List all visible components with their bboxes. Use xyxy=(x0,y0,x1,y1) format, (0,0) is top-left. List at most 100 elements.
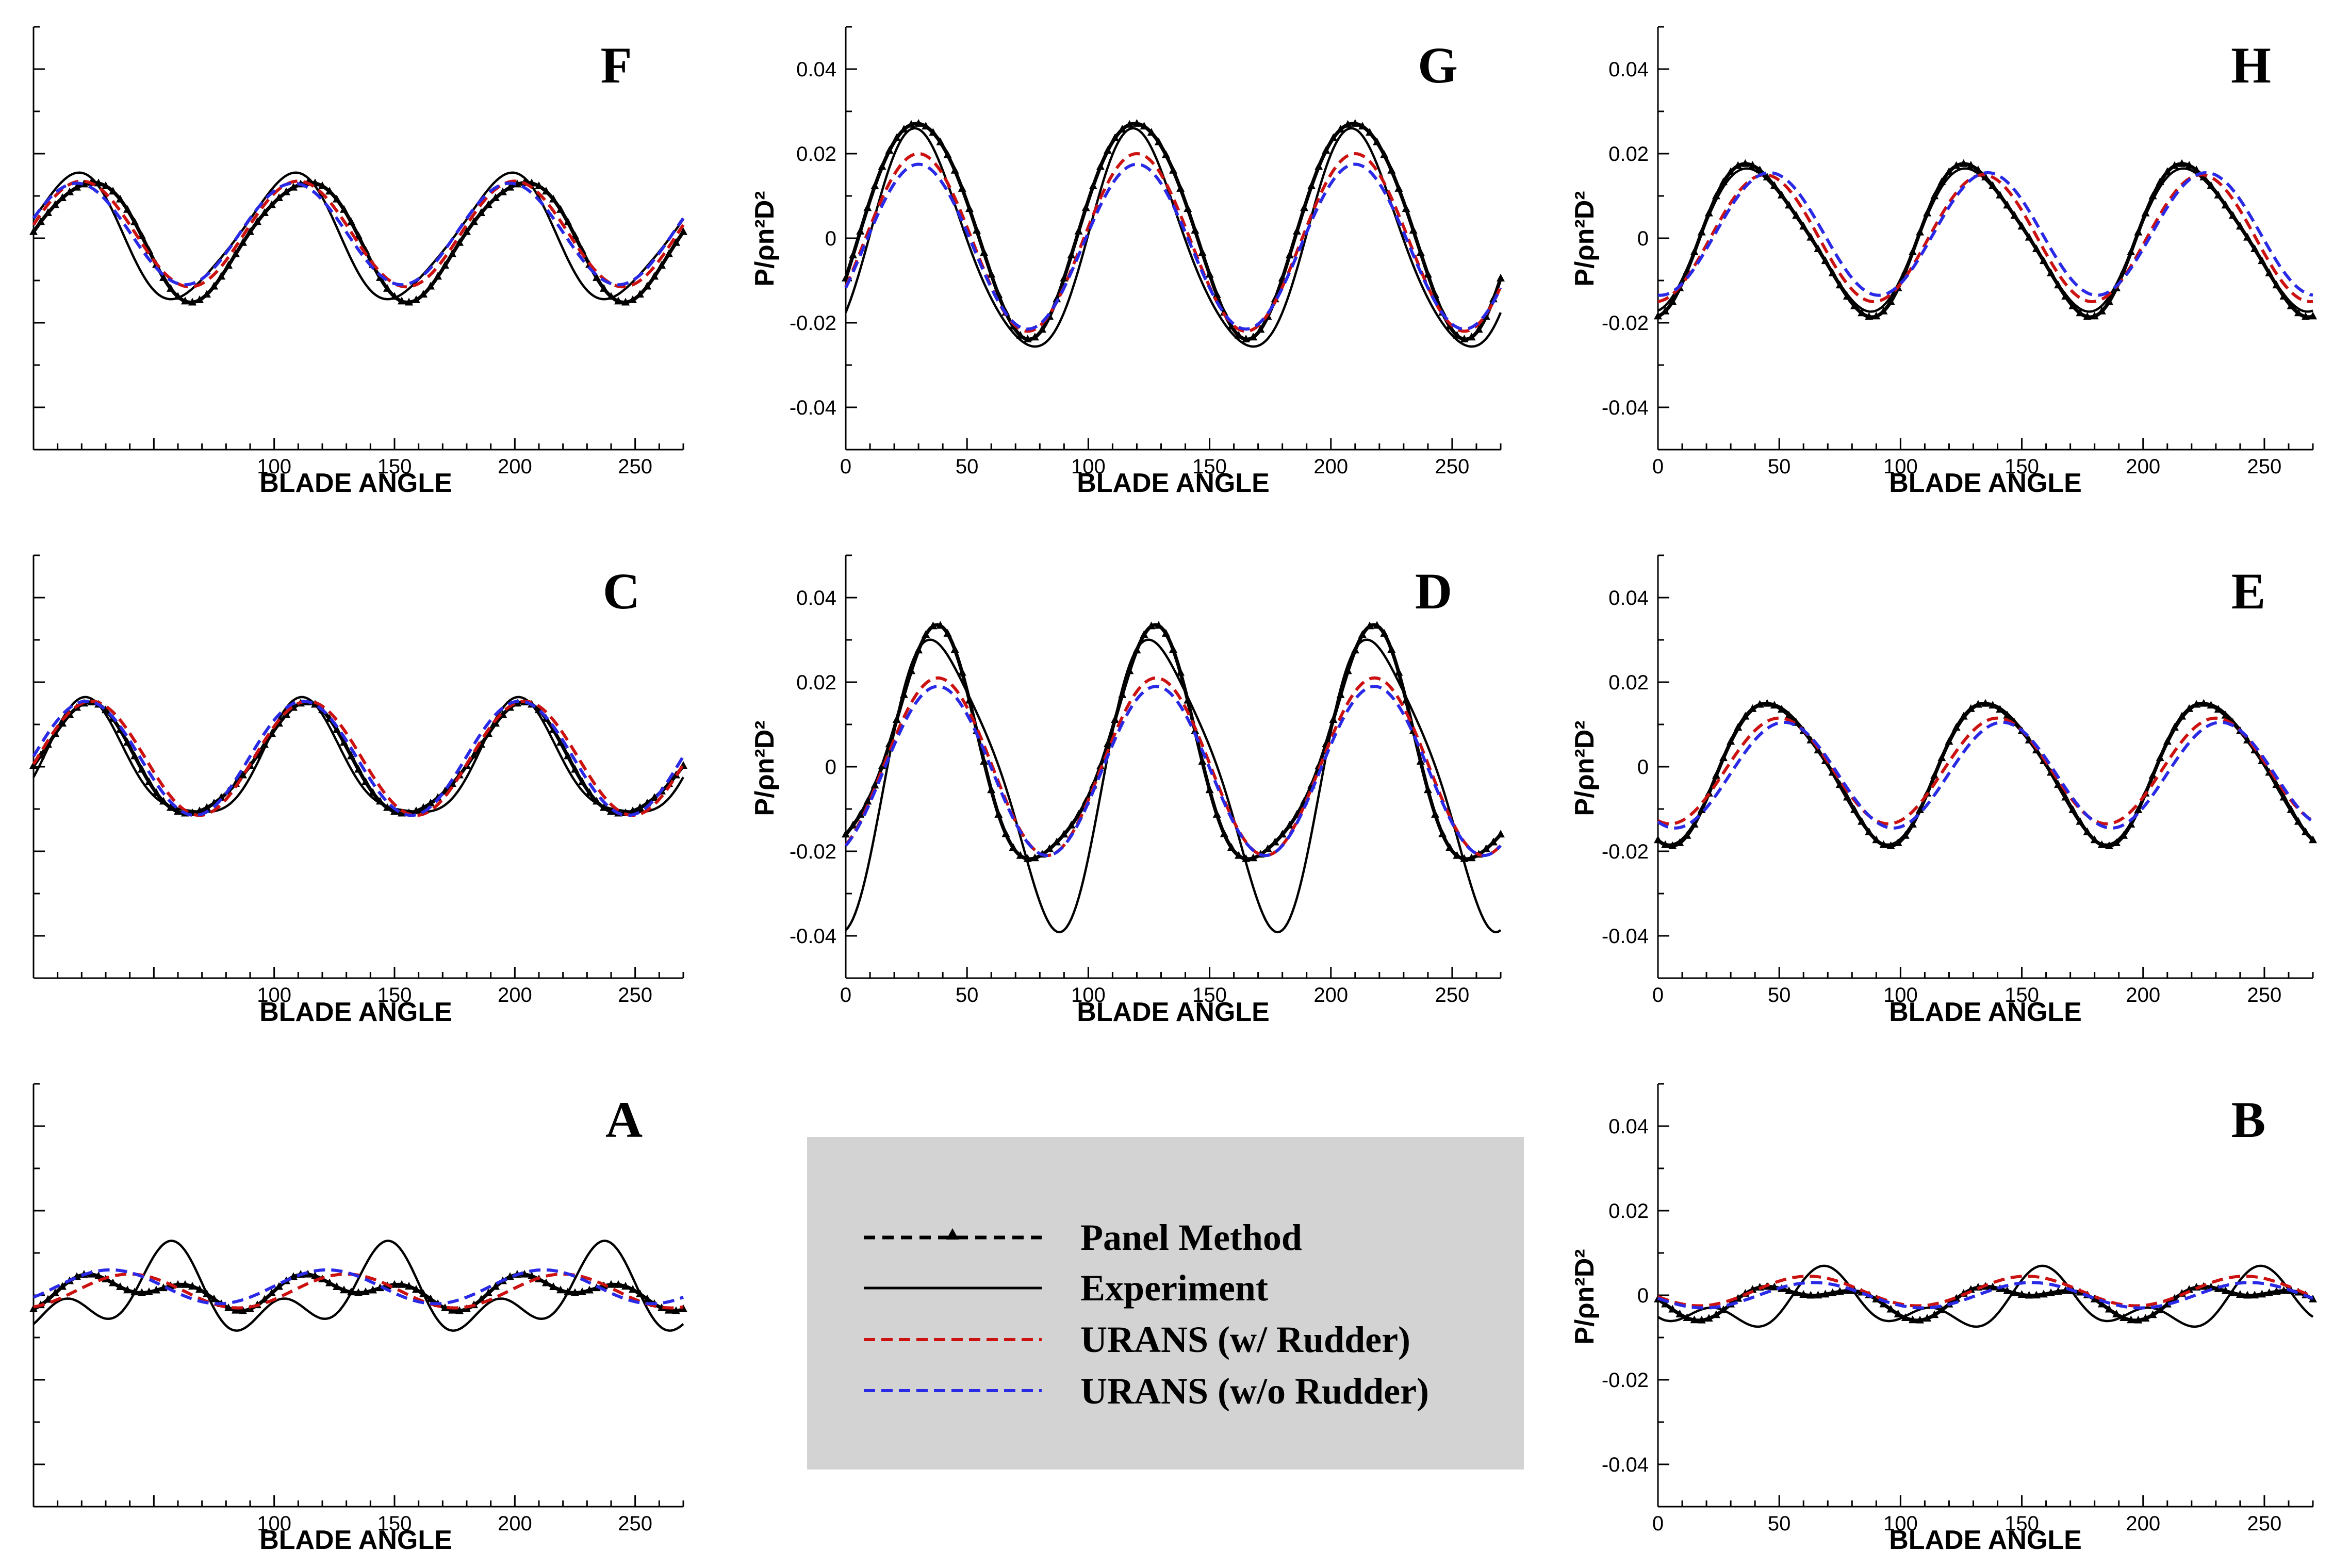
panel-F-panel-marker xyxy=(571,231,579,239)
panel-E-series-urans-w-o-rudder xyxy=(1657,720,2314,830)
panel-G-x-tick-label: 200 xyxy=(1313,455,1348,478)
panel-G-panel-marker xyxy=(1358,122,1367,130)
panel-F-panel-marker xyxy=(130,217,139,225)
panel-H-panel-marker xyxy=(2294,308,2303,317)
legend-entry-urans-no-rudder: URANS (w/o Rudder) xyxy=(864,1371,1429,1412)
panel-H-xlabel: BLADE ANGLE xyxy=(1889,468,2082,498)
panel-C-x-tick-label: 100 xyxy=(257,984,291,1006)
panel-F-x-tick-label: 250 xyxy=(618,455,652,478)
panel-D-y-tick-label: 0.02 xyxy=(796,671,836,694)
panel-G-x-tick-label: 50 xyxy=(956,455,979,478)
panel-B-x-tick-label: 150 xyxy=(2005,1512,2039,1535)
panel-F-panel-marker xyxy=(246,227,254,235)
panel-A-panel-marker xyxy=(621,1281,630,1290)
panel-G-letter: G xyxy=(1418,37,1458,94)
panel-G-panel-marker xyxy=(1497,273,1505,282)
panel-A-panel-marker xyxy=(571,1288,579,1296)
panel-D-series-panel-method xyxy=(844,623,1502,861)
panel-F-panel-marker xyxy=(167,284,175,292)
panel-F-panel-marker xyxy=(203,290,211,298)
panel-H-panel-marker xyxy=(2178,159,2186,167)
panel-D-panel-marker xyxy=(950,645,959,653)
panel-G-x-tick-label: 250 xyxy=(1435,455,1470,478)
panel-G-panel-marker xyxy=(1416,248,1425,256)
panel-B-x-tick-label: 100 xyxy=(1883,1512,1918,1535)
panel-A-x-tick-label: 200 xyxy=(498,1512,532,1535)
panel-F-panel-marker xyxy=(484,200,492,208)
panel-H-panel-marker xyxy=(1668,297,1677,305)
panel-D-panel-marker xyxy=(1467,853,1476,862)
panel-E-panel-marker xyxy=(2061,793,2070,801)
panel-G-y-tick-label: 0.02 xyxy=(796,143,836,166)
panel-F-panel-marker xyxy=(405,298,413,306)
panel-E-panel-marker xyxy=(2287,805,2295,813)
panel-H-panel-marker xyxy=(2090,311,2099,320)
panel-F-panel-marker xyxy=(224,260,233,269)
panel-F-panel-marker xyxy=(268,200,276,208)
panel-D-panel-marker xyxy=(958,668,966,676)
panel-F-panel-marker xyxy=(643,282,651,290)
panel-D-panel-marker xyxy=(943,629,952,637)
panel-H-series-panel-method xyxy=(1657,162,2313,319)
panel-B-panel-marker xyxy=(1799,1290,1808,1298)
panel-E: -0.04 -0.02 0 0.02 0.04 0 50 100 150 200 250 E BLA… xyxy=(1570,554,2317,1027)
panel-H-series-urans-w-rudder xyxy=(1657,173,2313,303)
panel-E-x-tick-label: 250 xyxy=(2247,984,2282,1006)
panel-A-panel-marker xyxy=(376,1283,384,1292)
panel-A-panel-marker xyxy=(643,1294,651,1302)
panel-D-series-urans-w-o-rudder xyxy=(844,685,1502,857)
panel-B-panel-marker xyxy=(1835,1287,1844,1295)
panel-B-x-tick-label: 0 xyxy=(1652,1512,1664,1535)
panel-C-panel-marker xyxy=(29,761,38,769)
panel-B-panel-marker xyxy=(1661,1299,1670,1308)
panel-B-y-tick-label: -0.02 xyxy=(1602,1369,1649,1392)
panel-B-panel-marker xyxy=(1806,1291,1815,1299)
panel-C-panel-marker xyxy=(362,777,370,785)
panel-D-panel-marker xyxy=(1380,629,1389,637)
panel-F-panel-marker xyxy=(477,208,485,216)
panel-D-letter: D xyxy=(1415,563,1452,620)
panel-F-panel-marker xyxy=(542,187,550,195)
panel-A-panel-marker xyxy=(477,1295,485,1303)
panel-H-series-experiment xyxy=(1657,167,2313,313)
panel-G-y-tick-label: 0.04 xyxy=(796,58,836,81)
panel-D-panel-marker xyxy=(987,785,996,794)
panel-A-panel-marker xyxy=(123,1285,132,1294)
panel-G: -0.04 -0.02 0 0.02 0.04 0 50 100 150 200 250 G BLA… xyxy=(750,26,1505,498)
panel-A-panel-marker xyxy=(260,1295,269,1303)
panel-D-panel-marker xyxy=(1060,830,1069,838)
panel-H-panel-marker xyxy=(1727,167,1735,175)
panel-A-panel-marker xyxy=(585,1285,594,1294)
panel-A-panel-marker xyxy=(188,1281,196,1290)
panel-F-panel-marker xyxy=(434,272,442,280)
panel-G-series-panel-method xyxy=(844,122,1503,341)
panel-F-panel-marker xyxy=(325,187,334,195)
panel-D-y-tick-label: -0.04 xyxy=(790,925,836,948)
panel-D-panel-marker xyxy=(1482,844,1490,852)
panel-D-panel-marker xyxy=(1147,621,1156,630)
panel-C-panel-marker xyxy=(571,765,579,773)
panel-F-panel-marker xyxy=(441,260,449,269)
panel-F-panel-marker xyxy=(232,249,240,257)
panel-H: -0.04 -0.02 0 0.02 0.04 0 50 100 150 200 250 H BLA… xyxy=(1570,26,2317,498)
panel-A-panel-marker xyxy=(549,1282,557,1290)
panel-D-panel-marker xyxy=(1235,851,1243,859)
panel-G-panel-marker xyxy=(1394,184,1403,192)
panel-F-panel-marker xyxy=(333,194,341,203)
panel-D-panel-marker xyxy=(1140,630,1148,638)
panel-C-panel-marker xyxy=(607,807,615,815)
panel-E-panel-marker xyxy=(2279,793,2288,801)
panel-G-panel-marker xyxy=(1104,146,1112,154)
panel-B-panel-marker xyxy=(1712,1310,1720,1318)
panel-F: 100 150 200 250 F BLADE ANGLE xyxy=(29,26,687,498)
panel-E-panel-marker xyxy=(1835,780,1844,788)
panel-B-panel-marker xyxy=(2017,1290,2026,1298)
panel-G-panel-marker xyxy=(1315,162,1323,170)
panel-G-x-tick-label: 100 xyxy=(1071,455,1106,478)
panel-G-panel-marker xyxy=(1285,251,1294,259)
panel-F-panel-marker xyxy=(455,238,464,246)
panel-C-series-experiment xyxy=(32,696,684,813)
panel-B-panel-marker xyxy=(2127,1315,2135,1324)
panel-B-panel-marker xyxy=(2097,1299,2106,1308)
panel-G-panel-marker xyxy=(1023,335,1032,343)
